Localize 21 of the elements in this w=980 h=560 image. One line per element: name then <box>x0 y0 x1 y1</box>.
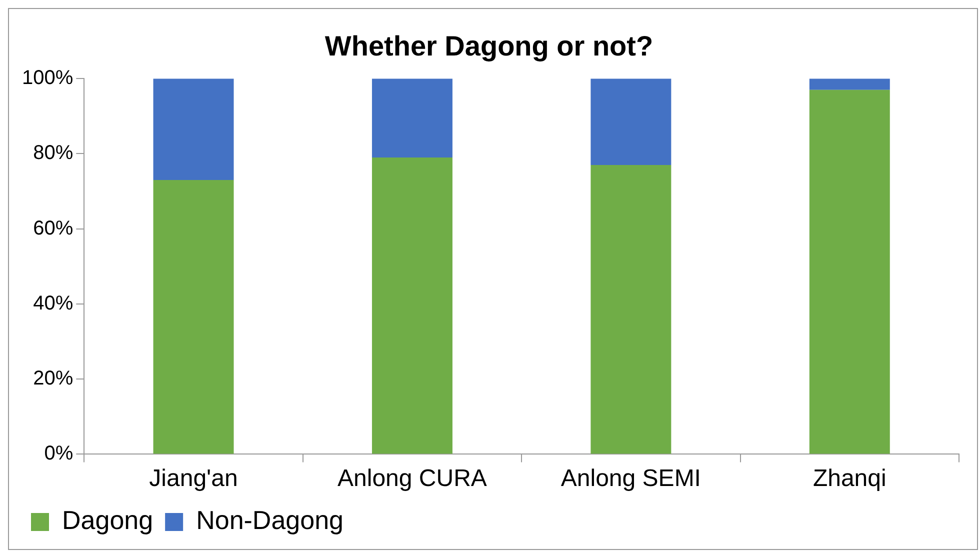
y-tick-label: 100% <box>22 67 74 90</box>
bar <box>590 78 672 165</box>
y-tick-label: 80% <box>33 142 74 164</box>
legend-label: Non-Dagong <box>196 505 344 536</box>
y-tick-label: 40% <box>33 292 74 314</box>
y-tick-label: 20% <box>33 368 74 390</box>
chart-title: Whether Dagong or not? <box>324 30 654 62</box>
x-tick-label: Anlong SEMI <box>560 465 701 492</box>
bar <box>153 180 234 454</box>
bar <box>590 164 672 454</box>
x-tick-label: Anlong CURA <box>338 465 487 492</box>
bar <box>809 90 890 454</box>
legend-label: Dagong <box>62 505 154 536</box>
y-tick-label: 60% <box>33 217 74 240</box>
x-tick-label: Jiang'an <box>149 465 238 492</box>
bar <box>153 78 234 180</box>
x-tick-label: Zhanqi <box>812 465 886 492</box>
y-tick-label: 0% <box>44 442 74 465</box>
bar <box>809 78 890 90</box>
bar <box>372 157 452 454</box>
bar <box>372 78 452 158</box>
